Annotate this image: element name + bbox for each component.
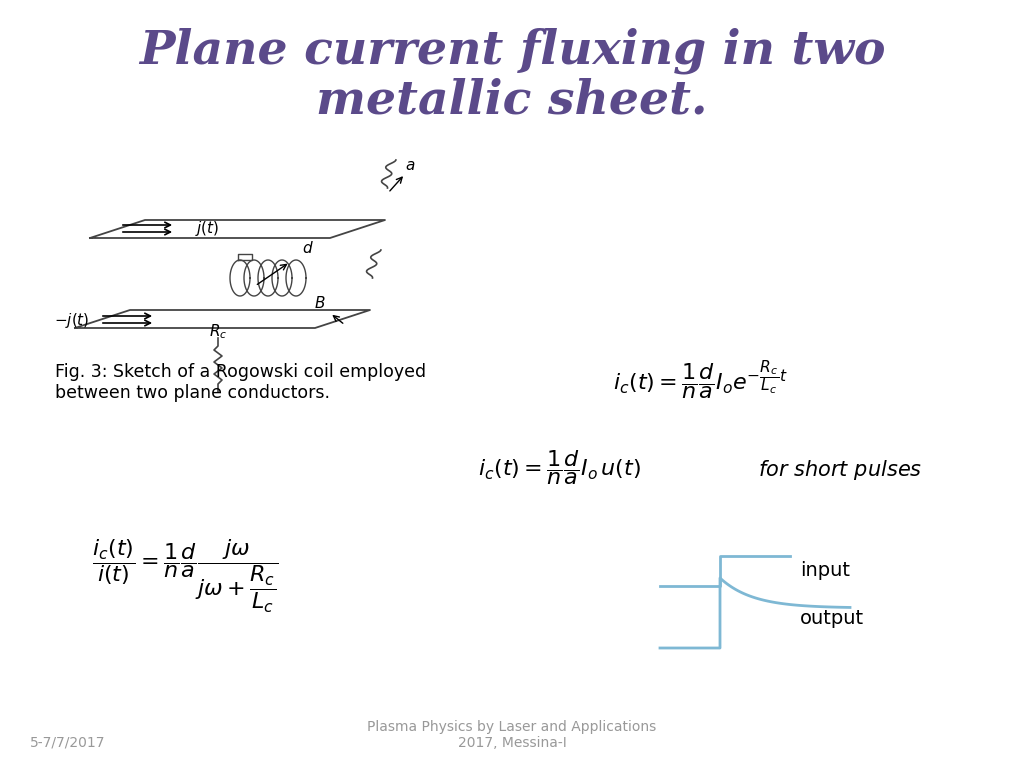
Text: input: input	[800, 561, 850, 581]
Text: Plasma Physics by Laser and Applications
2017, Messina-I: Plasma Physics by Laser and Applications…	[368, 720, 656, 750]
Text: $d$: $d$	[302, 240, 314, 256]
Text: $B$: $B$	[314, 295, 326, 311]
Text: $R_c$: $R_c$	[209, 322, 227, 341]
Text: $a$: $a$	[404, 158, 415, 173]
Text: $i_c(t) = \dfrac{1}{n}\dfrac{d}{a}I_o e^{-\dfrac{R_c}{L_c}t}$: $i_c(t) = \dfrac{1}{n}\dfrac{d}{a}I_o e^…	[612, 358, 787, 402]
Text: output: output	[800, 608, 864, 627]
Text: $\it{for\ short\ pulses}$: $\it{for\ short\ pulses}$	[758, 458, 923, 482]
Text: 5-7/7/2017: 5-7/7/2017	[30, 736, 105, 750]
Text: $\dfrac{i_c(t)}{i(t)} = \dfrac{1}{n}\dfrac{d}{a}\dfrac{j\omega}{j\omega + \dfrac: $\dfrac{i_c(t)}{i(t)} = \dfrac{1}{n}\dfr…	[91, 538, 279, 615]
Text: Fig. 3: Sketch of a Rogowski coil employed
between two plane conductors.: Fig. 3: Sketch of a Rogowski coil employ…	[55, 363, 426, 402]
Text: $-j(t)$: $-j(t)$	[54, 310, 90, 329]
Text: Plane current fluxing in two: Plane current fluxing in two	[138, 28, 886, 74]
Text: metallic sheet.: metallic sheet.	[316, 78, 708, 124]
Text: $i_c(t) = \dfrac{1}{n}\dfrac{d}{a}I_o\,u(t)$: $i_c(t) = \dfrac{1}{n}\dfrac{d}{a}I_o\,u…	[478, 448, 642, 487]
Text: $j(t)$: $j(t)$	[195, 220, 219, 239]
